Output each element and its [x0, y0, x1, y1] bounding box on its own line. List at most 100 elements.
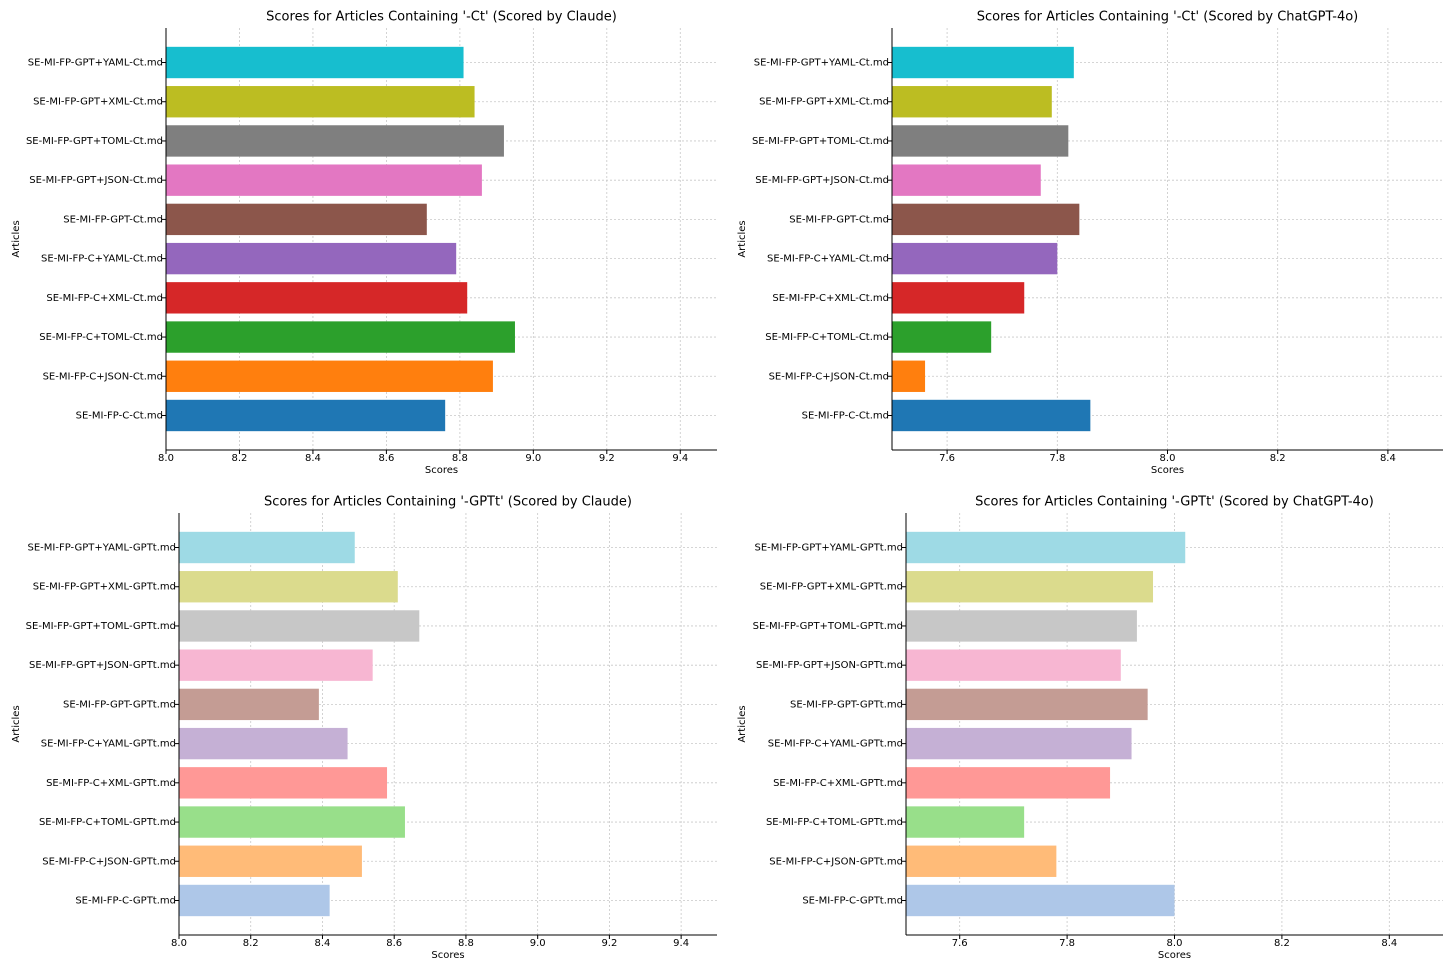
y-tick-label: SE-MI-FP-GPT+JSON-GPTt.md: [29, 660, 176, 671]
x-axis-label: Scores: [425, 465, 458, 476]
bar: [892, 86, 1052, 118]
y-tick-label: SE-MI-FP-GPT+YAML-GPTt.md: [27, 543, 176, 554]
y-tick-label: SE-MI-FP-GPT-Ct.md: [789, 214, 889, 225]
y-axis-label: Articles: [737, 220, 748, 257]
chart-title: Scores for Articles Containing '-GPTt' (…: [975, 495, 1374, 510]
y-tick-label: SE-MI-FP-GPT-GPTt.md: [63, 699, 176, 710]
y-tick-label: SE-MI-FP-C+JSON-GPTt.md: [42, 856, 176, 867]
bar: [179, 531, 355, 564]
x-tick-label: 8.0: [1160, 453, 1176, 464]
x-tick-label: 8.6: [378, 453, 394, 464]
bar: [179, 571, 398, 603]
bar: [179, 845, 362, 877]
x-tick-label: 7.6: [939, 453, 955, 464]
bar: [906, 806, 1025, 838]
y-axis-label: Articles: [11, 220, 22, 257]
x-tick-label: 8.2: [243, 938, 259, 949]
x-tick-label: 8.0: [171, 938, 187, 949]
chart-title: Scores for Articles Containing '-Ct' (Sc…: [977, 10, 1358, 25]
y-tick-label: SE-MI-FP-C+YAML-Ct.md: [41, 254, 163, 265]
bar: [166, 282, 468, 314]
y-tick-label: SE-MI-FP-GPT-GPTt.md: [790, 699, 903, 710]
y-tick-label: SE-MI-FP-C+TOML-Ct.md: [765, 332, 889, 343]
x-tick-label: 8.8: [458, 938, 474, 949]
x-tick-label: 8.4: [1381, 938, 1397, 949]
y-tick-label: SE-MI-FP-C+JSON-Ct.md: [43, 371, 163, 382]
bar: [892, 360, 926, 392]
x-tick-label: 8.2: [1270, 453, 1286, 464]
x-tick-label: 8.2: [1274, 938, 1290, 949]
x-axis-label: Scores: [1158, 950, 1191, 961]
bar: [892, 46, 1074, 79]
x-axis-label: Scores: [1151, 465, 1184, 476]
y-tick-label: SE-MI-FP-C+YAML-Ct.md: [767, 254, 889, 265]
y-axis-label: Articles: [11, 705, 22, 742]
y-tick-label: SE-MI-FP-GPT+JSON-Ct.md: [29, 175, 163, 186]
chart-title: Scores for Articles Containing '-GPTt' (…: [264, 495, 632, 510]
y-tick-label: SE-MI-FP-C+JSON-Ct.md: [769, 371, 889, 382]
y-axis-label: Articles: [737, 705, 748, 742]
bar: [179, 727, 348, 760]
bar: [166, 360, 493, 392]
bar: [906, 845, 1057, 877]
bar: [906, 688, 1148, 721]
bar: [179, 767, 388, 799]
x-tick-label: 8.6: [386, 938, 402, 949]
x-tick-label: 8.4: [305, 453, 321, 464]
bar: [906, 727, 1132, 760]
bar: [906, 610, 1137, 642]
y-tick-label: SE-MI-FP-C+JSON-GPTt.md: [769, 856, 903, 867]
bar: [166, 46, 464, 79]
y-tick-label: SE-MI-FP-C+XML-Ct.md: [772, 293, 889, 304]
y-tick-label: SE-MI-FP-GPT-Ct.md: [63, 214, 163, 225]
bar: [892, 125, 1069, 157]
bar: [179, 610, 420, 642]
bar: [892, 242, 1058, 275]
x-tick-label: 8.8: [452, 453, 468, 464]
y-tick-label: SE-MI-FP-C+TOML-Ct.md: [39, 332, 163, 343]
y-tick-label: SE-MI-FP-C+XML-GPTt.md: [773, 778, 903, 789]
y-tick-label: SE-MI-FP-C+YAML-GPTt.md: [41, 739, 176, 750]
bar: [906, 884, 1175, 917]
x-tick-label: 9.0: [530, 938, 546, 949]
y-tick-label: SE-MI-FP-GPT+TOML-GPTt.md: [26, 621, 176, 632]
y-tick-label: SE-MI-FP-C+XML-GPTt.md: [46, 778, 176, 789]
y-tick-label: SE-MI-FP-GPT+TOML-Ct.md: [26, 136, 163, 147]
y-tick-label: SE-MI-FP-GPT+XML-Ct.md: [33, 97, 163, 108]
y-tick-label: SE-MI-FP-C+TOML-GPTt.md: [39, 817, 176, 828]
x-tick-label: 9.2: [601, 938, 617, 949]
bar: [892, 321, 992, 353]
y-tick-label: SE-MI-FP-C-Ct.md: [802, 410, 889, 421]
bar: [179, 649, 373, 681]
bar: [906, 531, 1186, 564]
y-tick-label: SE-MI-FP-GPT+XML-GPTt.md: [760, 582, 903, 593]
x-tick-label: 7.8: [1059, 938, 1075, 949]
y-tick-label: SE-MI-FP-GPT+TOML-Ct.md: [752, 136, 889, 147]
bar: [166, 321, 515, 353]
x-tick-label: 8.0: [158, 453, 174, 464]
bar: [179, 884, 330, 917]
x-tick-label: 8.0: [1167, 938, 1183, 949]
bar: [166, 164, 482, 196]
y-tick-label: SE-MI-FP-GPT+YAML-Ct.md: [754, 58, 889, 69]
bar: [166, 203, 427, 236]
y-tick-label: SE-MI-FP-C-GPTt.md: [802, 895, 903, 906]
x-tick-label: 7.6: [952, 938, 968, 949]
x-tick-label: 9.4: [673, 938, 689, 949]
y-tick-label: SE-MI-FP-GPT+YAML-GPTt.md: [754, 543, 903, 554]
x-tick-label: 9.2: [599, 453, 615, 464]
bar: [179, 806, 405, 838]
bar: [892, 203, 1080, 236]
x-tick-label: 8.4: [315, 938, 331, 949]
y-tick-label: SE-MI-FP-C-GPTt.md: [75, 895, 176, 906]
y-tick-label: SE-MI-FP-GPT+JSON-Ct.md: [755, 175, 889, 186]
bar: [892, 164, 1041, 196]
bar: [166, 399, 446, 432]
x-tick-label: 9.0: [525, 453, 541, 464]
bar: [166, 242, 457, 275]
x-tick-label: 8.4: [1380, 453, 1396, 464]
bar: [906, 649, 1121, 681]
y-tick-label: SE-MI-FP-GPT+TOML-GPTt.md: [753, 621, 903, 632]
x-axis-label: Scores: [431, 950, 464, 961]
